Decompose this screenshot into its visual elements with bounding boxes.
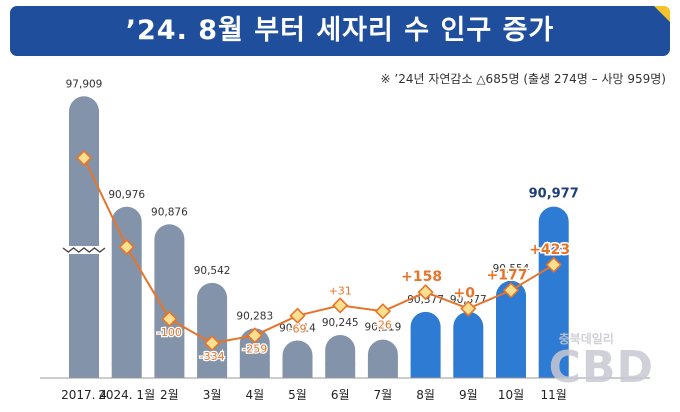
bar <box>410 311 441 378</box>
change-label: +31 <box>329 284 352 297</box>
bar-base <box>410 363 441 378</box>
change-line <box>83 157 555 345</box>
bar-base <box>239 363 270 378</box>
value-label: 90,876 <box>151 206 188 218</box>
bar <box>538 206 569 378</box>
category-label: 9월 <box>459 388 478 402</box>
category-label: 10월 <box>498 388 524 402</box>
page-title: ’24. 8월 부터 세자리 수 인구 증가 <box>125 15 555 46</box>
change-marker <box>417 284 434 301</box>
change-marker <box>460 300 477 317</box>
bar-base <box>69 363 99 378</box>
value-label: 97,909 <box>66 78 103 90</box>
title-banner: ’24. 8월 부터 세자리 수 인구 증가 <box>10 6 670 56</box>
bar-base <box>154 363 185 378</box>
bar <box>197 282 228 378</box>
change-marker <box>203 335 221 352</box>
bar-base <box>197 363 228 378</box>
bar-base <box>538 363 569 378</box>
bar-base <box>496 363 526 378</box>
bar-base <box>325 363 356 378</box>
value-label: 90,542 <box>194 265 231 277</box>
category-label: 3월 <box>203 388 222 402</box>
bar <box>496 280 526 378</box>
category-label: 5월 <box>288 388 307 402</box>
category-label: 11월 <box>541 388 567 402</box>
value-label: 90,219 <box>365 322 402 334</box>
change-marker <box>161 310 178 328</box>
change-label: +0 <box>454 286 476 302</box>
change-marker <box>374 303 392 320</box>
bar <box>69 96 99 378</box>
value-label: 90,283 <box>236 310 273 322</box>
category-label: 2024. 1월 <box>98 388 155 402</box>
value-label: 90,977 <box>529 187 579 202</box>
category-label: 8월 <box>416 388 435 402</box>
value-label: 90,245 <box>322 317 359 329</box>
category-label: 2월 <box>160 388 179 402</box>
change-marker <box>289 307 306 324</box>
bar-base <box>453 363 484 378</box>
change-label: -26 <box>374 318 392 331</box>
change-label: +423 <box>529 242 570 258</box>
change-marker <box>75 149 93 167</box>
change-label: -334 <box>200 350 225 363</box>
change-marker <box>332 297 349 314</box>
axis-break-gap <box>65 246 103 254</box>
value-label: 90,214 <box>279 322 316 334</box>
watermark-logo: CBD <box>548 342 654 393</box>
change-label: +177 <box>487 267 528 283</box>
value-label: 90,976 <box>108 189 145 201</box>
change-marker <box>118 238 135 256</box>
change-marker <box>545 256 562 273</box>
category-label: 2017. 4 <box>61 388 107 402</box>
bar-base <box>367 363 398 378</box>
bar-base <box>282 363 313 378</box>
value-label: 90,554 <box>493 263 530 275</box>
change-label: -100 <box>157 326 182 339</box>
corner-accent <box>654 6 670 22</box>
change-marker <box>502 282 520 299</box>
bar-base <box>111 363 142 378</box>
watermark: 충북데일리 CBD <box>548 330 654 393</box>
category-label: 4월 <box>245 388 264 402</box>
axis-break-mark <box>62 247 106 253</box>
change-label: -69 <box>289 323 307 336</box>
change-marker <box>246 327 263 344</box>
change-label: -259 <box>242 342 267 355</box>
bar <box>453 311 484 378</box>
footnote: ※ ’24년 자연감소 △685명 (출생 274명 – 사망 959명) <box>380 72 666 86</box>
change-label: +158 <box>401 269 442 285</box>
value-label: 90,377 <box>450 294 487 306</box>
bar <box>111 206 142 378</box>
bar <box>154 224 185 378</box>
category-label: 7월 <box>374 388 393 402</box>
watermark-text: 충북데일리 <box>558 332 614 346</box>
category-label: 6월 <box>331 388 350 402</box>
